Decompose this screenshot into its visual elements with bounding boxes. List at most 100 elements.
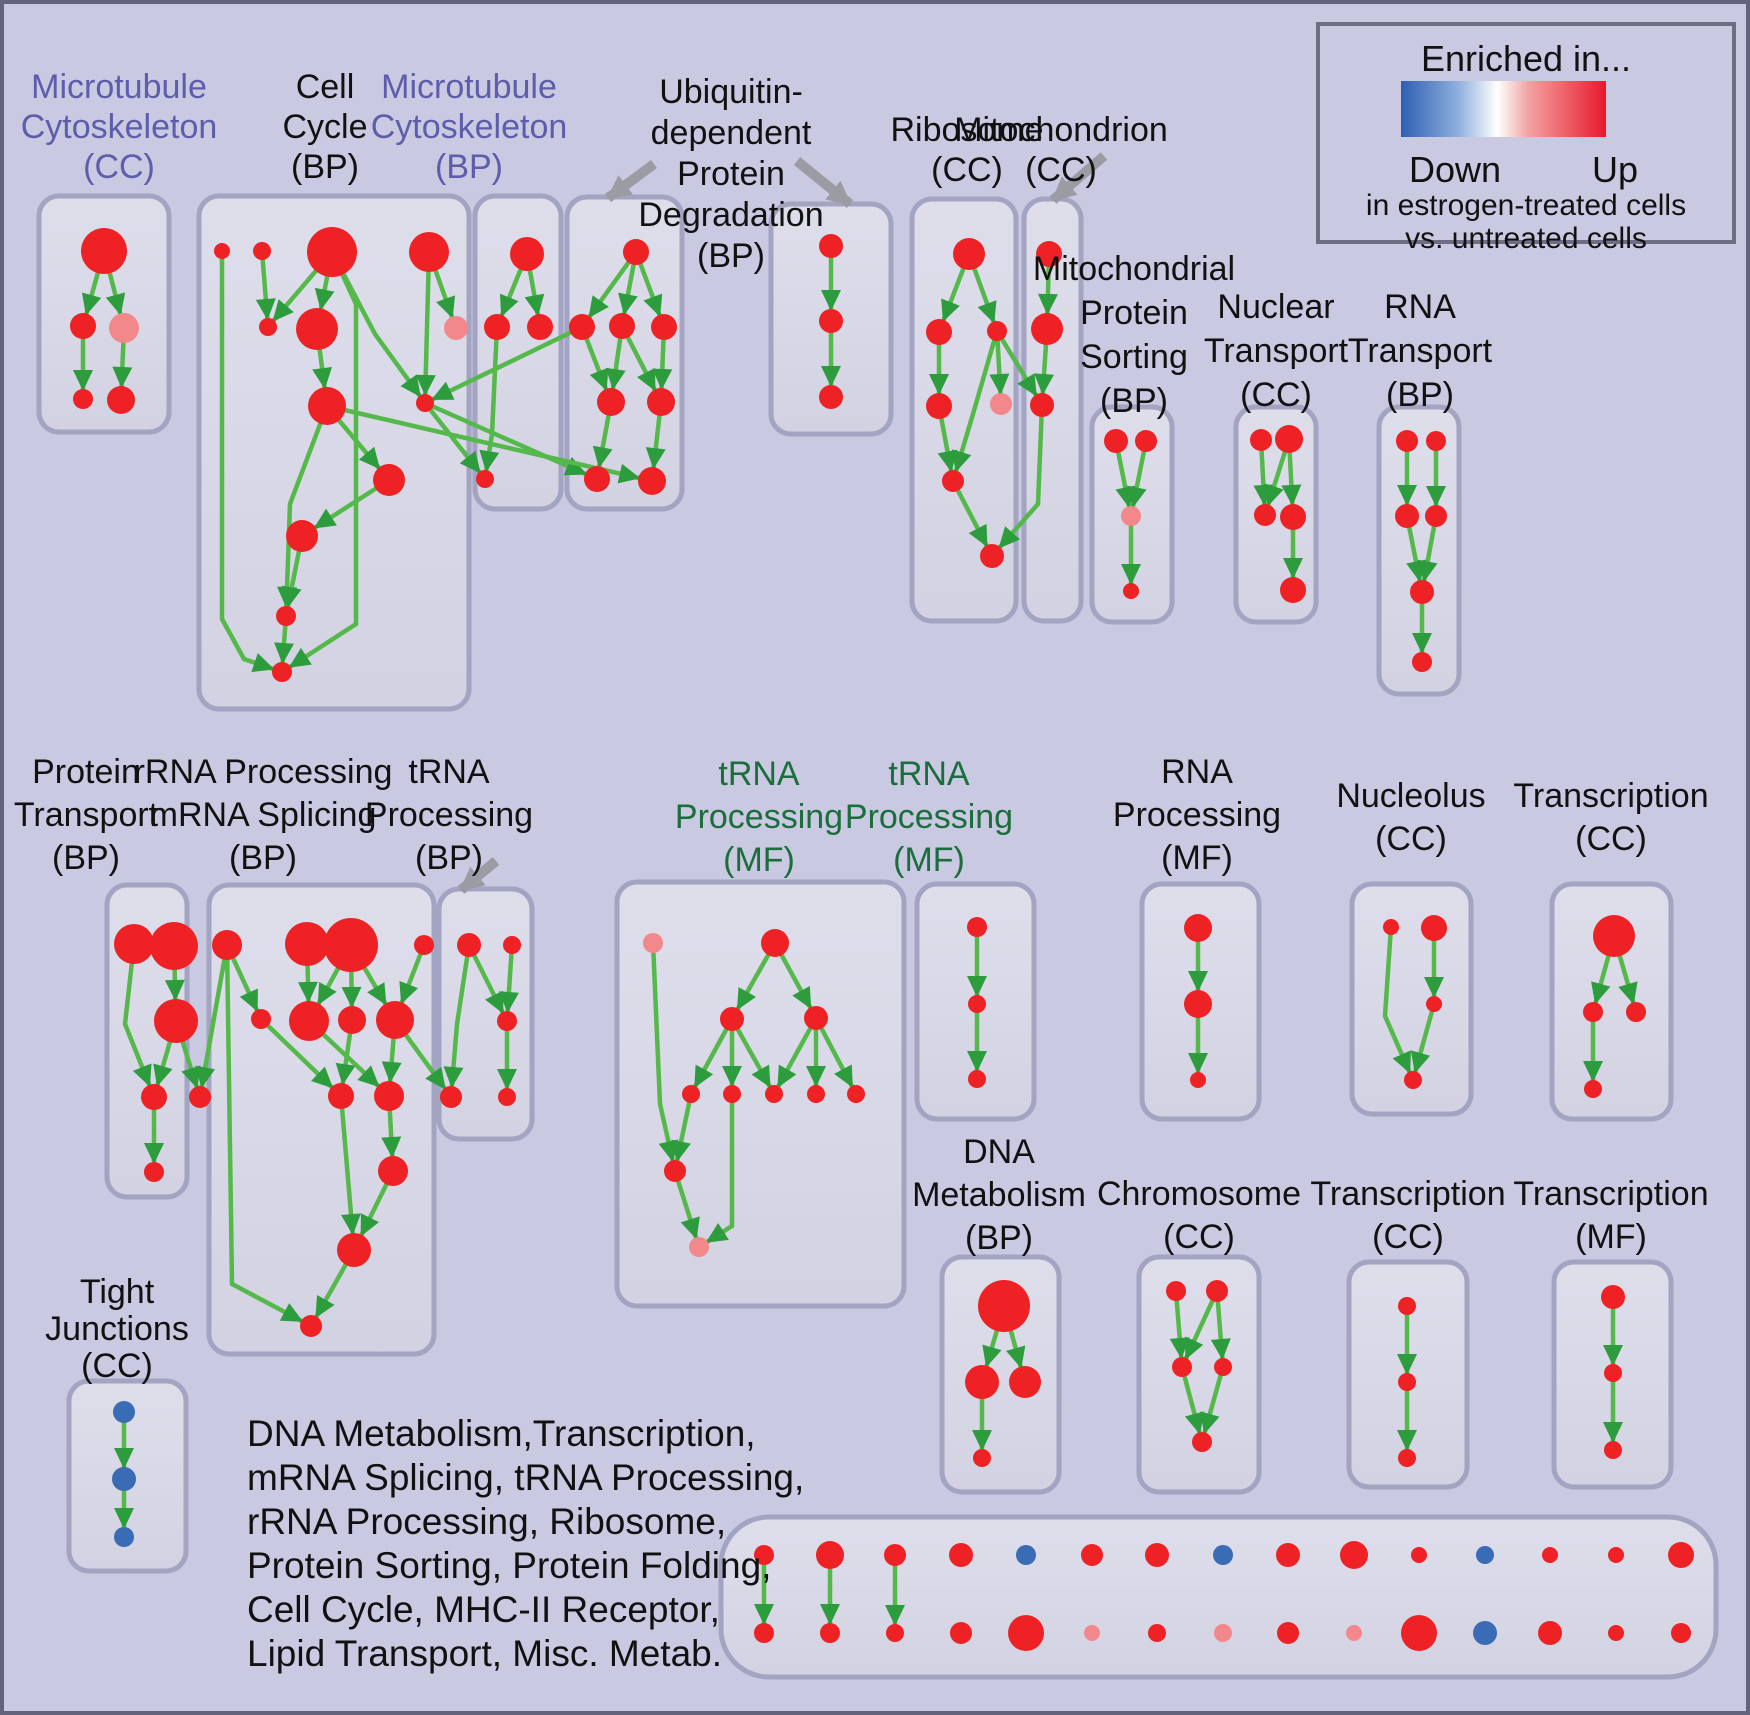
edge-ch_tl-ch_ml <box>1169 1290 1190 1359</box>
edge-tm_t1-tm_mg <box>671 1093 694 1163</box>
label-pointer-arrow-1 <box>605 159 657 203</box>
go-term-node-tc_b <box>1584 1080 1602 1098</box>
misc-clusters-text: DNA Metabolism,Transcription, mRNA Splici… <box>247 1412 804 1676</box>
go-term-node-tm_t2 <box>723 1085 741 1103</box>
go-term-node-ub_m3 <box>651 314 677 340</box>
go-term-node-mbp_b <box>476 470 494 488</box>
trna-mf-big-box <box>614 879 907 1309</box>
rna-transport-box <box>1376 404 1462 697</box>
go-term-node-bb4b <box>950 1622 972 1644</box>
dna-metabolism-label-line-3: (BP) <box>965 1219 1033 1257</box>
edge-rb_2r-rb_m <box>952 330 1000 473</box>
trna-bp-label-line-3: (BP) <box>414 839 483 877</box>
trna-mf-label-1: tRNA Processing (MF) <box>675 753 843 882</box>
go-term-node-rm_2 <box>1184 990 1212 1018</box>
go-term-node-ub_b2 <box>638 467 666 495</box>
edge-ub_top-ub_m1 <box>587 250 638 319</box>
rna-transport-label: RNA Transport (BP) <box>1348 285 1492 417</box>
trna-mf-label-2: tRNA Processing (MF) <box>845 753 1013 882</box>
rrna-mrna-label-line-3: (BP) <box>229 839 297 877</box>
rrna-mrna-label-line-2: mRNA Splicing <box>149 796 377 834</box>
network-diagram <box>36 152 1719 1680</box>
go-term-node-bb3b <box>886 1624 904 1642</box>
go-term-node-tm_top <box>761 929 789 957</box>
microtubule-cc-label-line-3: (CC) <box>83 148 155 186</box>
go-term-node-cc_e <box>286 520 318 552</box>
edge-cc_t2-cc_m1 <box>255 250 276 320</box>
mitochondrion-label: Mitochondrion (CC) <box>954 110 1168 190</box>
microtubule-cc-label-line-1: Microtubule <box>31 68 207 106</box>
label-pointer-arrow-4 <box>457 857 500 894</box>
go-term-node-c3_1 <box>1398 1297 1416 1315</box>
go-term-node-tm_t5 <box>847 1085 865 1103</box>
edge-ch_tr-ch_ml <box>1183 1290 1220 1360</box>
edge-tm_s1-tm_t1 <box>692 1017 734 1089</box>
microtubule-bp-box <box>472 193 564 512</box>
go-term-node-tj_2 <box>112 1467 136 1491</box>
go-term-node-tc_ml <box>1583 1002 1603 1022</box>
go-term-node-mbp_l <box>484 314 510 340</box>
legend-title: Enriched in... <box>1420 38 1632 79</box>
go-term-node-rb_p <box>990 393 1012 415</box>
edge-nu_tl-nu_b <box>1382 926 1412 1074</box>
go-term-node-tm_pt <box>643 933 663 953</box>
go-term-node-ub_m1 <box>569 314 595 340</box>
go-term-node-ms_2 <box>1135 430 1157 452</box>
go-term-node-ts_1 <box>967 917 987 937</box>
go-term-node-bb9b <box>1277 1622 1299 1644</box>
edge-ch_mr-ch_b <box>1200 1366 1226 1435</box>
edge-ms_2-ms_p <box>1126 440 1149 509</box>
go-term-node-bb7t <box>1145 1543 1169 1567</box>
go-term-node-cc_p <box>444 316 468 340</box>
tight-junctions-label: Tight Junctions (CC) <box>45 1274 189 1385</box>
go-term-node-bb11t <box>1411 1547 1427 1563</box>
go-term-node-mbp_top <box>510 237 544 271</box>
go-term-node-tm_t3 <box>765 1085 783 1103</box>
edge-rr_h-rr_p <box>259 1017 334 1090</box>
cell-cycle-label: Cell Cycle (BP) <box>282 67 367 187</box>
transcription-mf-bot-label: Transcription (MF) <box>1513 1173 1708 1259</box>
go-term-node-rr_p <box>328 1083 354 1109</box>
go-term-node-c3_2 <box>1398 1373 1416 1391</box>
trna-bp-label: tRNA Processing (BP) <box>365 751 533 880</box>
go-term-node-bb2t <box>816 1541 844 1569</box>
go-term-node-tb_br <box>498 1088 516 1106</box>
edge-rr_g-rr_t <box>224 944 304 1324</box>
go-term-node-ub_l2 <box>647 388 675 416</box>
ubiquitin-degradation-label-line-5: (BP) <box>697 237 765 275</box>
misc-clusters-text-line-3: rRNA Processing, Ribosome, <box>247 1501 727 1542</box>
nuclear-transport-label-line-1: Nuclear <box>1217 288 1335 326</box>
go-term-node-bb7b <box>1148 1624 1166 1642</box>
go-term-node-bb1t <box>754 1545 774 1565</box>
rrna-mrna-label-line-1: rRNA Processing <box>133 753 393 791</box>
go-term-node-mt_3 <box>1030 393 1054 417</box>
edge-ub_m1-cc_n <box>431 324 583 402</box>
go-term-node-rr_r <box>378 1156 408 1186</box>
ubiquitin-degradation-label-line-2: dependent <box>650 114 812 152</box>
go-term-node-tj_3 <box>114 1527 134 1547</box>
edge-tb_tl-tb_bl <box>443 944 472 1088</box>
rna-processing-mf-label-line-1: RNA <box>1161 753 1233 791</box>
go-term-node-rr_k <box>414 935 434 955</box>
go-term-node-tm_mg <box>664 1160 686 1182</box>
chromosome-box <box>1136 1254 1262 1495</box>
go-term-node-m3_3 <box>1604 1441 1622 1459</box>
protein-transport-label: Protein Transport (BP) <box>14 751 158 880</box>
trna-mf-label-2-line-3: (MF) <box>893 841 965 879</box>
go-term-node-nt_b <box>1280 577 1306 603</box>
go-term-node-bb2b <box>820 1623 840 1643</box>
cell-cycle-label-line-3: (BP) <box>291 148 359 186</box>
transcription-cc-bot-label-line-1: Transcription <box>1310 1175 1506 1213</box>
go-term-node-cc_t4 <box>409 232 449 272</box>
go-term-node-rm_1 <box>1184 914 1212 942</box>
edge-tb_tl-tb_m <box>466 943 506 1015</box>
go-term-node-mcc_top <box>81 228 127 274</box>
tight-junctions-label-line-1: Tight <box>79 1273 155 1311</box>
go-term-node-ub_b1 <box>584 466 610 492</box>
go-term-node-tj_1 <box>113 1401 135 1423</box>
go-term-node-bb6b <box>1084 1625 1100 1641</box>
mito-protein-sorting-label-line-2: Protein <box>1080 294 1188 332</box>
go-term-node-rb_b <box>980 544 1004 568</box>
go-term-node-rr_q <box>374 1081 404 1111</box>
edge-cc_t1-cc_g <box>219 251 275 673</box>
